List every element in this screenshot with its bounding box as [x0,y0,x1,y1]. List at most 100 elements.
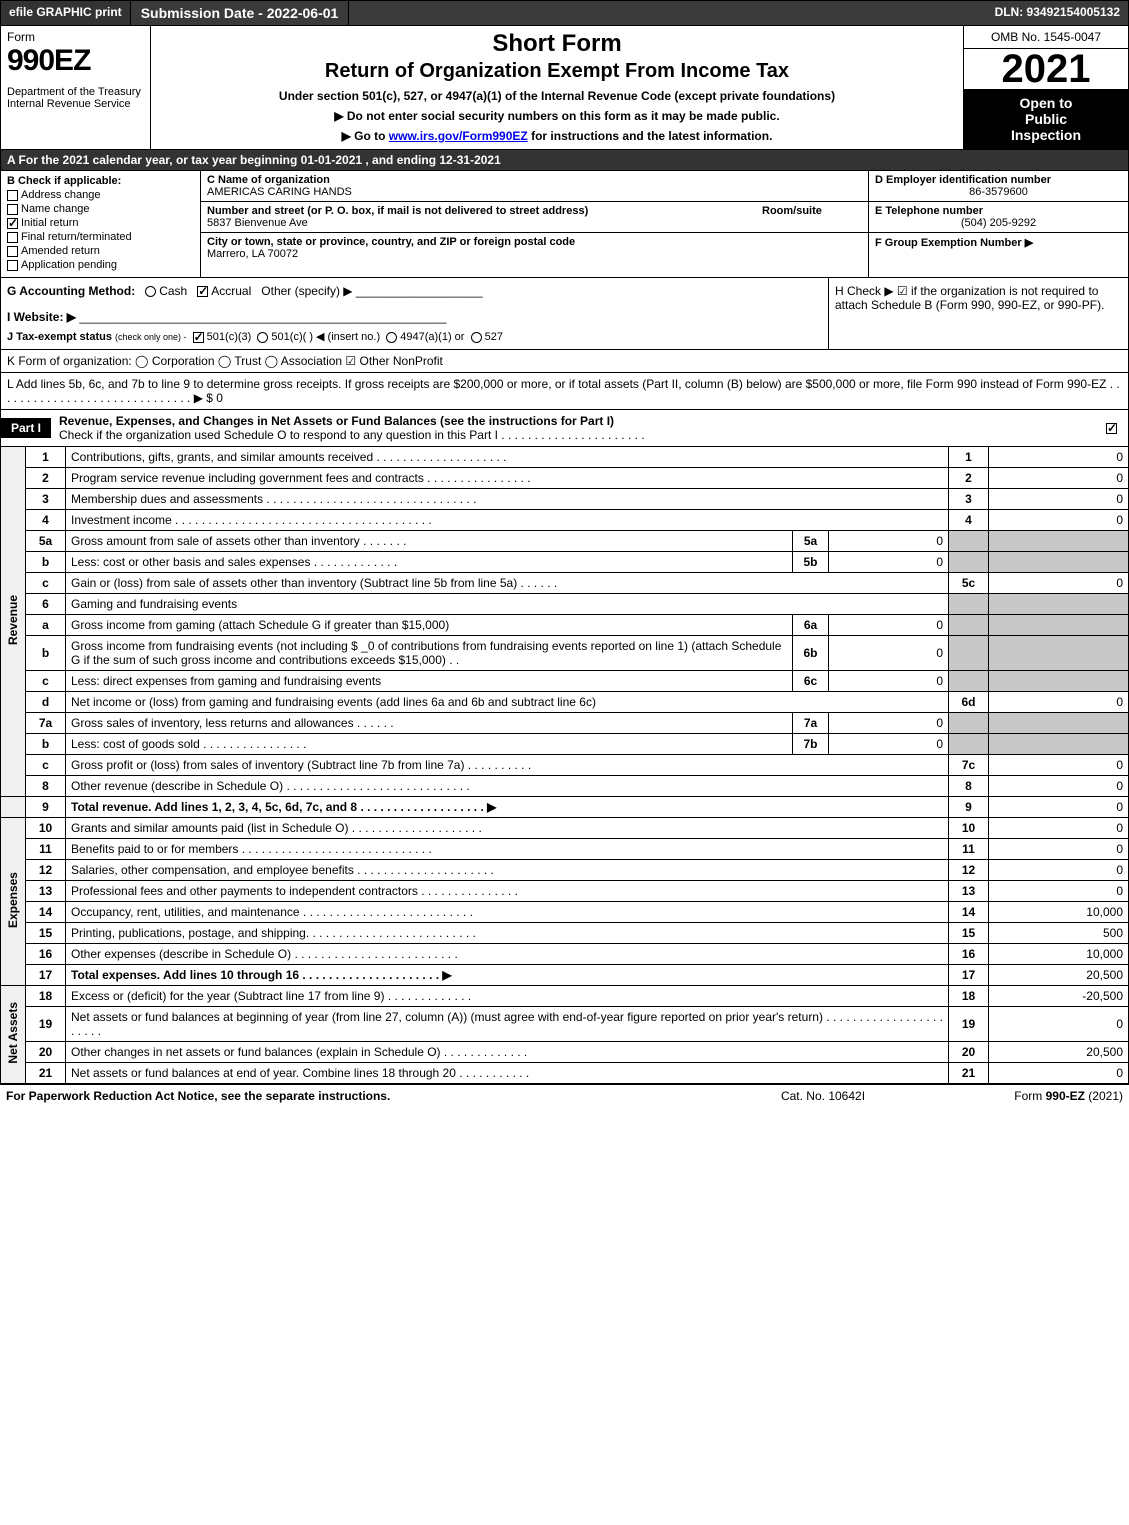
line-num: 12 [26,860,66,881]
line-desc: Printing, publications, postage, and shi… [66,923,949,944]
row-a-calendar-year: A For the 2021 calendar year, or tax yea… [0,150,1129,171]
footer-form-ref: Form 990-EZ (2021) [923,1089,1123,1103]
city-label: City or town, state or province, country… [207,236,862,248]
line-numcol: 12 [949,860,989,881]
table-row: 17Total expenses. Add lines 10 through 1… [1,965,1129,986]
form-word: Form [7,30,144,44]
chk-501c3[interactable] [193,332,204,343]
sub-line-value: 0 [829,531,949,552]
table-row: 7aGross sales of inventory, less returns… [1,713,1129,734]
part-1-subtitle: Check if the organization used Schedule … [59,428,645,442]
irs-label: Internal Revenue Service [7,98,144,110]
line-value: 20,500 [989,1042,1129,1063]
line-desc: Program service revenue including govern… [66,468,949,489]
irs-link[interactable]: www.irs.gov/Form990EZ [389,129,528,143]
shaded-cell [989,594,1129,615]
line-numcol: 13 [949,881,989,902]
shaded-cell [949,734,989,755]
table-row: 2Program service revenue including gover… [1,468,1129,489]
line-value: 0 [989,447,1129,468]
box-b: B Check if applicable: Address change Na… [1,171,201,277]
table-row: dNet income or (loss) from gaming and fu… [1,692,1129,713]
line-num: 5a [26,531,66,552]
line-desc: Grants and similar amounts paid (list in… [66,818,949,839]
sub-line-num: 6c [793,671,829,692]
form-header: Form 990EZ Department of the Treasury In… [0,26,1129,150]
open-line1: Open to [968,95,1124,111]
line-numcol: 20 [949,1042,989,1063]
sub-line-num: 7a [793,713,829,734]
table-row: 6Gaming and fundraising events [1,594,1129,615]
chk-amended-return[interactable]: Amended return [7,245,194,257]
section-h: H Check ▶ ☑ if the organization is not r… [828,278,1128,349]
shaded-cell [989,552,1129,573]
chk-final-return[interactable]: Final return/terminated [7,231,194,243]
opt-4947: 4947(a)(1) or [400,331,464,343]
street-label: Number and street (or P. O. box, if mail… [207,205,762,217]
section-b-c-d: B Check if applicable: Address change Na… [0,171,1129,278]
line-numcol: 7c [949,755,989,776]
goto-pre: ▶ Go to [342,129,389,143]
chk-label: Initial return [21,217,78,229]
chk-accrual[interactable] [197,286,208,297]
table-row: 19Net assets or fund balances at beginni… [1,1007,1129,1042]
line-numcol: 10 [949,818,989,839]
sub-line-value: 0 [829,734,949,755]
line-desc: Gain or (loss) from sale of assets other… [66,573,949,594]
box-c: C Name of organization AMERICAS CARING H… [201,171,868,277]
efile-print-button[interactable]: efile GRAPHIC print [1,1,131,25]
website-label: I Website: ▶ [7,310,76,324]
shaded-cell [989,734,1129,755]
short-form-title: Short Form [159,30,955,58]
line-numcol: 11 [949,839,989,860]
radio-501c[interactable] [257,332,268,343]
chk-initial-return[interactable]: Initial return [7,217,194,229]
chk-address-change[interactable]: Address change [7,189,194,201]
open-inspection-badge: Open to Public Inspection [964,89,1128,149]
line-desc: Occupancy, rent, utilities, and maintena… [66,902,949,923]
line-desc: Net income or (loss) from gaming and fun… [66,692,949,713]
shaded-cell [949,713,989,734]
section-k: K Form of organization: ◯ Corporation ◯ … [0,350,1129,373]
tax-year: 2021 [964,49,1128,89]
group-exemption-label: F Group Exemption Number ▶ [875,236,1122,249]
line-num: 21 [26,1063,66,1084]
line-value: 10,000 [989,944,1129,965]
open-line2: Public [968,111,1124,127]
line-num: b [26,636,66,671]
chk-label: Address change [21,189,101,201]
line-numcol: 21 [949,1063,989,1084]
tel-label: E Telephone number [875,205,1122,217]
part-1-title: Revenue, Expenses, and Changes in Net As… [51,410,1098,446]
table-row: cGain or (loss) from sale of assets othe… [1,573,1129,594]
sub-line-value: 0 [829,552,949,573]
tel-value: (504) 205-9292 [875,217,1122,229]
dept-treasury: Department of the Treasury [7,86,144,98]
part-1-check[interactable] [1098,417,1128,439]
table-row: Net Assets 18Excess or (deficit) for the… [1,986,1129,1007]
table-row: 13Professional fees and other payments t… [1,881,1129,902]
table-row: 12Salaries, other compensation, and empl… [1,860,1129,881]
part-1-title-bold: Revenue, Expenses, and Changes in Net As… [59,414,614,428]
sub-line-value: 0 [829,636,949,671]
chk-application-pending[interactable]: Application pending [7,259,194,271]
line-value: 20,500 [989,965,1129,986]
line-numcol: 3 [949,489,989,510]
chk-name-change[interactable]: Name change [7,203,194,215]
line-num: c [26,671,66,692]
ssn-warning: ▶ Do not enter social security numbers o… [159,109,955,123]
tax-status-sub: (check only one) - [115,332,187,342]
line-value: 0 [989,510,1129,531]
line-num: 10 [26,818,66,839]
line-num: 9 [26,797,66,818]
table-row: 14Occupancy, rent, utilities, and mainte… [1,902,1129,923]
line-value: 0 [989,692,1129,713]
radio-4947[interactable] [386,332,397,343]
ein-row: D Employer identification number 86-3579… [869,171,1128,202]
radio-527[interactable] [471,332,482,343]
city-row: City or town, state or province, country… [201,233,868,263]
shaded-cell [949,594,989,615]
open-line3: Inspection [968,127,1124,143]
radio-cash[interactable] [145,286,156,297]
org-name-label: C Name of organization [207,174,862,186]
